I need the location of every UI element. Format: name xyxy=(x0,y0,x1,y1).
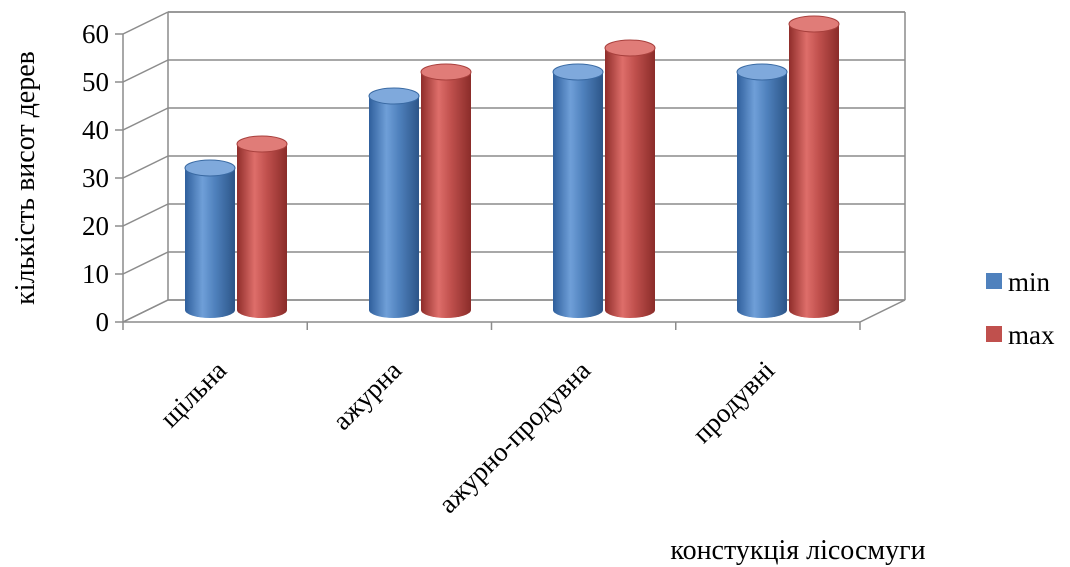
gridline-side xyxy=(122,251,169,275)
y-axis-title: кількість висот дерев xyxy=(10,51,41,305)
bar-top-max-0 xyxy=(236,135,288,153)
bar-body-min-0 xyxy=(185,168,235,318)
y-tick-label: 40 xyxy=(82,115,109,145)
bar-top-max-3 xyxy=(788,15,840,33)
category-labels: щільна ажурна ажурно-продувна продувні xyxy=(154,355,780,519)
bar-body-min-1 xyxy=(369,96,419,318)
y-tick-labels: 0 10 20 30 40 50 60 xyxy=(82,19,123,337)
bar-body-max-0 xyxy=(237,144,287,318)
gridline-side xyxy=(122,59,169,83)
legend-label-min: min xyxy=(1008,267,1051,297)
y-tick-label: 60 xyxy=(82,19,109,49)
gridline-side xyxy=(122,11,169,35)
bar-body-min-2 xyxy=(553,72,603,318)
bar-min-3 xyxy=(736,63,788,318)
chart-floor xyxy=(122,299,906,330)
bar-max-1 xyxy=(420,63,472,318)
gridline-side xyxy=(122,155,169,179)
x-category-label: ажурна xyxy=(327,355,408,436)
bars xyxy=(184,15,840,318)
y-tick-label: 10 xyxy=(82,259,109,289)
x-category-label: щільна xyxy=(154,355,232,433)
y-tick-label: 50 xyxy=(82,67,109,97)
bar-top-max-1 xyxy=(420,63,472,81)
bar-max-2 xyxy=(604,39,656,318)
gridline-side xyxy=(122,107,169,131)
bar-min-1 xyxy=(368,87,420,318)
y-tick-label: 30 xyxy=(82,163,109,193)
legend-label-max: max xyxy=(1008,320,1055,350)
bar-min-2 xyxy=(552,63,604,318)
x-category-label: ажурно-продувна xyxy=(432,355,596,519)
bar-min-0 xyxy=(184,159,236,318)
legend-swatch-max xyxy=(986,326,1002,342)
x-axis-title: констукція лісосмуги xyxy=(670,535,925,566)
y-tick-label: 20 xyxy=(82,211,109,241)
bar-body-max-2 xyxy=(605,48,655,318)
gridline-side xyxy=(122,203,169,227)
bar-body-max-1 xyxy=(421,72,471,318)
bar-max-3 xyxy=(788,15,840,318)
bar-top-max-2 xyxy=(604,39,656,57)
bar-max-0 xyxy=(236,135,288,318)
bar-top-min-2 xyxy=(552,63,604,81)
legend-swatch-min xyxy=(986,273,1002,289)
y-tick-label: 0 xyxy=(96,307,110,337)
bar-body-min-3 xyxy=(737,72,787,318)
x-category-label: продувні xyxy=(686,355,780,449)
legend: min max xyxy=(986,267,1055,350)
bar-body-max-3 xyxy=(789,24,839,318)
bar-top-min-0 xyxy=(184,159,236,177)
bar-top-min-1 xyxy=(368,87,420,105)
bar-top-min-3 xyxy=(736,63,788,81)
